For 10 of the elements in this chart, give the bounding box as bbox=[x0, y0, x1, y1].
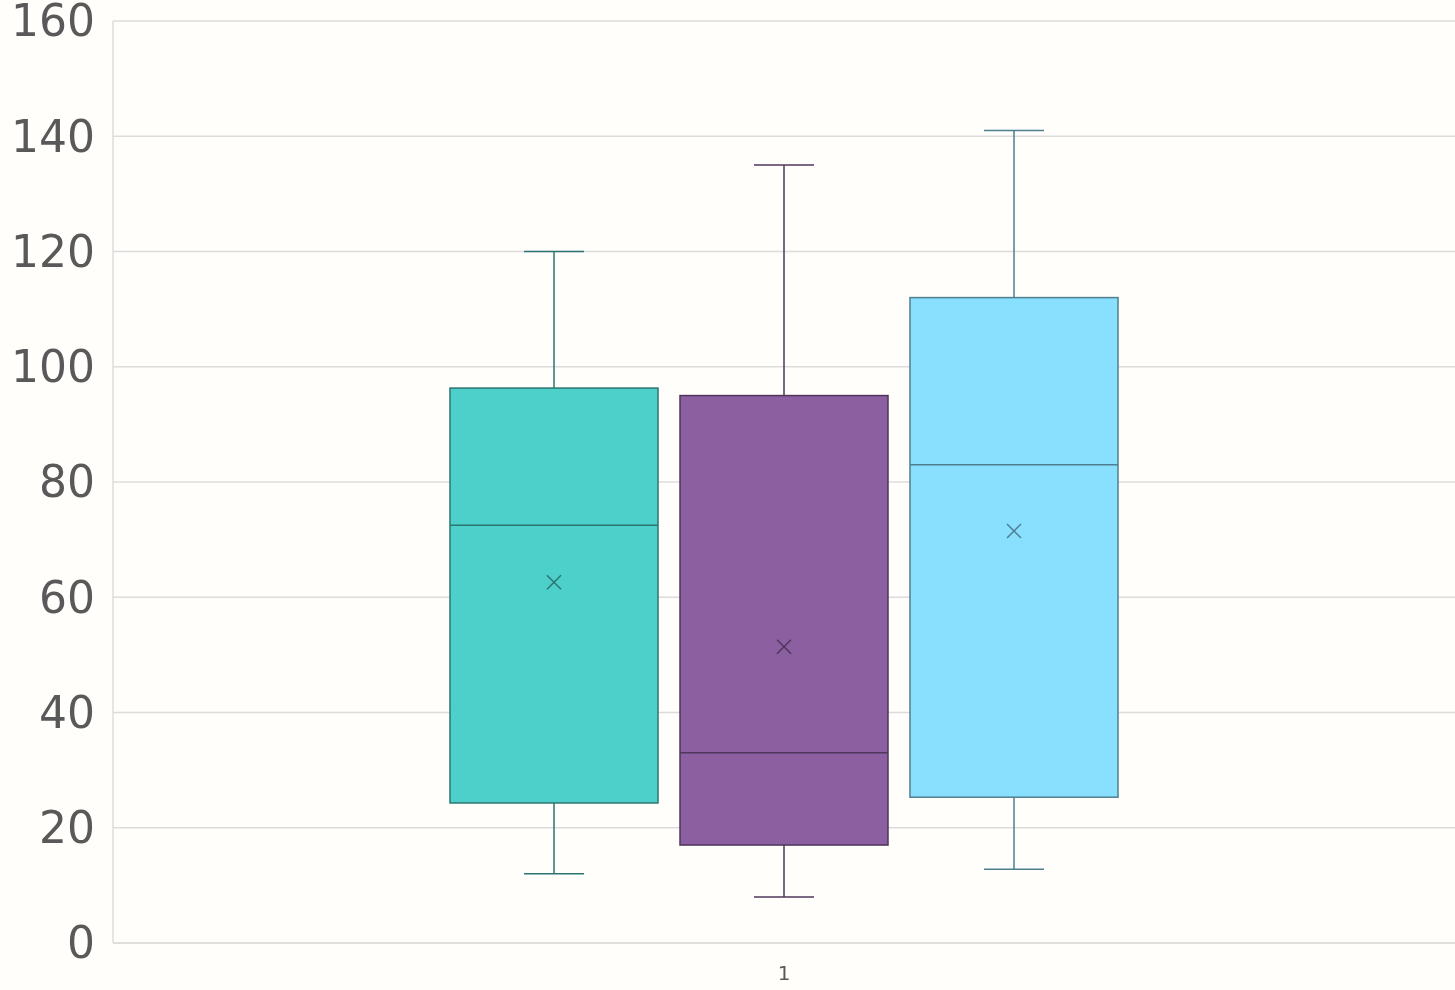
y-tick-label: 40 bbox=[39, 686, 95, 738]
y-tick-label: 0 bbox=[67, 917, 95, 969]
y-tick-label: 60 bbox=[39, 571, 95, 623]
y-tick-label: 120 bbox=[11, 225, 95, 277]
y-tick-label: 100 bbox=[11, 341, 95, 393]
x-tick-label: 1 bbox=[777, 961, 791, 985]
y-tick-label: 20 bbox=[39, 802, 95, 854]
y-tick-label: 160 bbox=[11, 0, 95, 47]
y-tick-label: 140 bbox=[11, 110, 95, 162]
y-tick-label: 80 bbox=[39, 456, 95, 508]
